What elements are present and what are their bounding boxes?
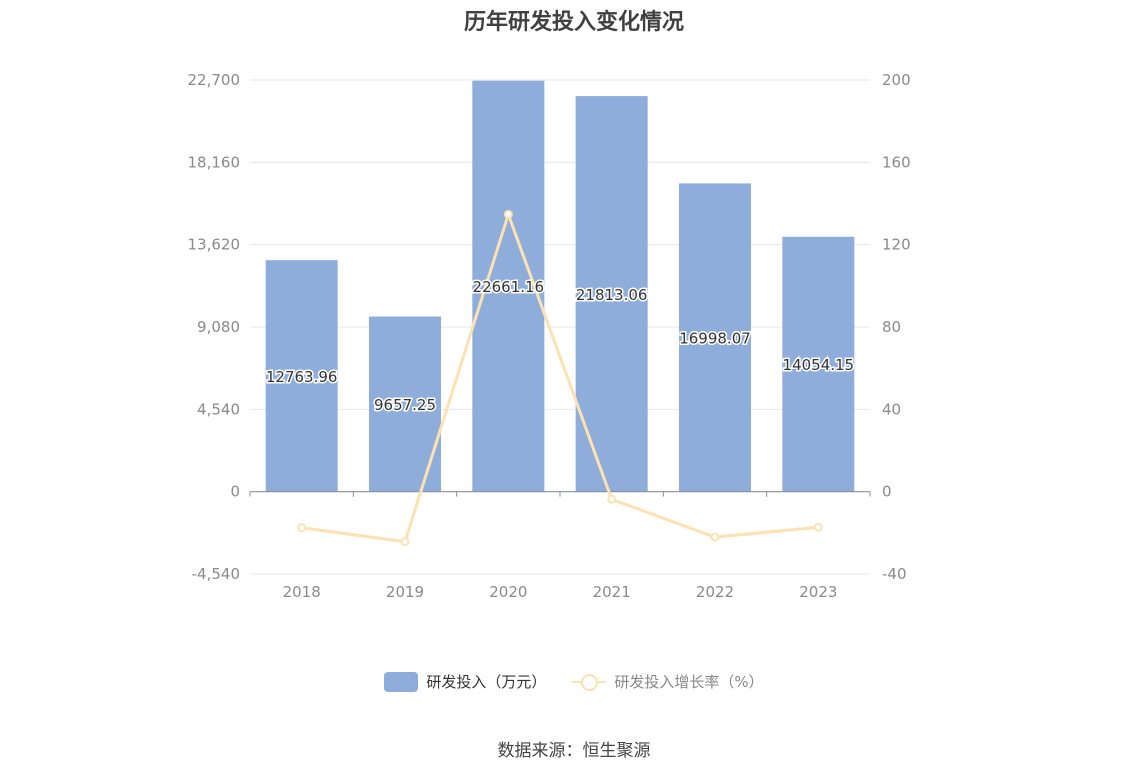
- bar-value-label-2021: 21813.06: [576, 286, 648, 304]
- legend: 研发投入（万元） 研发投入增长率（%）: [0, 671, 1148, 692]
- bar-value-label-2019: 9657.25: [374, 396, 436, 414]
- x-tick-label-2018: 2018: [283, 583, 321, 601]
- y-left-tick-label: 9,080: [197, 318, 240, 336]
- legend-item-rd-investment[interactable]: 研发投入（万元）: [384, 671, 546, 692]
- y-right-tick-label: 120: [882, 236, 911, 254]
- legend-label-growth-rate: 研发投入增长率（%）: [614, 673, 764, 691]
- bar-value-label-2020: 22661.16: [473, 278, 545, 296]
- y-left-tick-label: 22,700: [188, 71, 241, 89]
- legend-label-rd-investment: 研发投入（万元）: [426, 673, 547, 691]
- bar-value-label-2022: 16998.07: [679, 330, 751, 348]
- x-tick-label-2023: 2023: [799, 583, 837, 601]
- x-tick-label-2020: 2020: [489, 583, 527, 601]
- bar-2023: [782, 236, 855, 492]
- legend-item-growth-rate[interactable]: 研发投入增长率（%）: [572, 671, 764, 692]
- y-left-tick-label: 0: [230, 483, 240, 501]
- growth-point-2022: [710, 532, 720, 542]
- growth-point-2019: [400, 537, 410, 547]
- y-right-tick-label: 160: [882, 153, 911, 171]
- data-source: 数据来源：恒生聚源: [497, 741, 651, 761]
- x-tick-label-2022: 2022: [696, 583, 734, 601]
- y-right-tick-label: 0: [882, 483, 892, 501]
- growth-point-2023: [813, 522, 823, 532]
- y-right-tick-label: -40: [882, 565, 907, 583]
- legend-line-swatch: [572, 672, 607, 692]
- y-right-tick-label: 80: [882, 318, 901, 336]
- legend-bar-swatch: [384, 671, 419, 692]
- y-left-tick-label: 4,540: [197, 400, 240, 418]
- bar-value-label-2023: 14054.15: [783, 356, 855, 374]
- y-right-tick-label: 200: [882, 71, 911, 89]
- bar-2021: [575, 96, 648, 492]
- growth-point-2020: [503, 209, 513, 219]
- y-left-tick-label: 18,160: [188, 153, 241, 171]
- bar-2022: [679, 183, 751, 492]
- x-tick-label-2019: 2019: [386, 583, 424, 601]
- y-right-tick-label: 40: [882, 400, 901, 418]
- y-left-tick-label: -4,540: [192, 565, 240, 583]
- growth-point-2021: [607, 494, 617, 504]
- growth-rate-line: [301, 212, 819, 544]
- bar-value-label-2018: 12763.96: [266, 368, 338, 386]
- chart-title: 历年研发投入变化情况: [463, 10, 684, 35]
- y-left-tick-label: 13,620: [188, 236, 241, 254]
- growth-point-2018: [297, 523, 307, 533]
- bar-2018: [265, 260, 338, 492]
- x-tick-label-2021: 2021: [593, 583, 631, 601]
